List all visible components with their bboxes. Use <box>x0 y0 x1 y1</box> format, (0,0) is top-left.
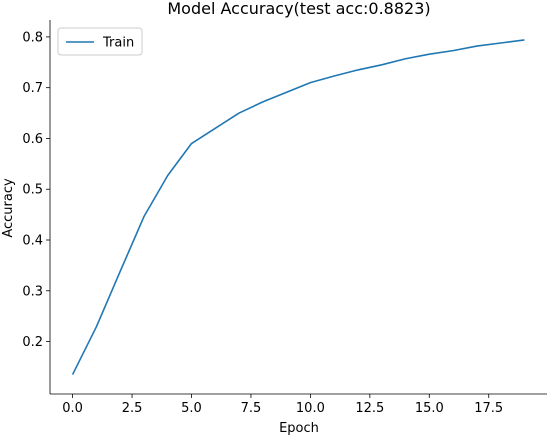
data-point <box>332 74 336 78</box>
data-point <box>308 81 312 85</box>
data-point <box>356 68 360 72</box>
data-point <box>522 38 526 42</box>
x-tick-label: 12.5 <box>355 401 384 416</box>
y-tick-label: 0.4 <box>22 234 43 249</box>
y-tick-label: 0.7 <box>22 81 43 96</box>
series-line-train <box>71 39 525 375</box>
data-point <box>380 63 384 67</box>
data-point <box>475 44 479 48</box>
x-tick-label: 10.0 <box>296 401 325 416</box>
data-point <box>166 174 170 178</box>
data-point <box>142 215 146 219</box>
x-axis-title: Epoch <box>279 421 319 435</box>
x-tick-label: 17.5 <box>474 401 503 416</box>
data-point <box>71 373 75 377</box>
y-tick-label: 0.5 <box>22 183 43 198</box>
data-point <box>261 100 265 104</box>
x-tick-label: 5.0 <box>181 401 202 416</box>
x-tick-label: 7.5 <box>241 401 262 416</box>
y-tick-label: 0.3 <box>22 284 43 299</box>
data-point <box>285 90 289 94</box>
x-tick-label: 2.5 <box>122 401 143 416</box>
data-point <box>189 142 193 146</box>
data-point <box>94 325 98 329</box>
y-tick-label: 0.6 <box>22 132 43 147</box>
y-tick-label: 0.2 <box>22 335 43 350</box>
data-point <box>404 57 408 61</box>
plot-area: 0.0 2.5 5.0 7.5 10.0 12.5 15.0 17.5 0.2 0.3 0.4 0.5… <box>22 20 547 416</box>
data-point <box>499 41 503 45</box>
legend-box <box>57 27 143 56</box>
data-point <box>213 126 217 130</box>
x-tick-label: 15.0 <box>415 401 444 416</box>
x-tick-label: 0.0 <box>62 401 83 416</box>
data-point <box>451 49 455 53</box>
y-axis-title: Accuracy <box>1 178 16 238</box>
legend-label-train: Train <box>102 36 134 51</box>
chart-title: Model Accuracy(test acc:0.8823) <box>167 0 430 18</box>
data-point <box>427 52 431 56</box>
data-point <box>118 269 122 273</box>
y-tick-label: 0.8 <box>22 30 43 45</box>
data-point <box>237 111 241 115</box>
legend: Train <box>57 27 143 56</box>
